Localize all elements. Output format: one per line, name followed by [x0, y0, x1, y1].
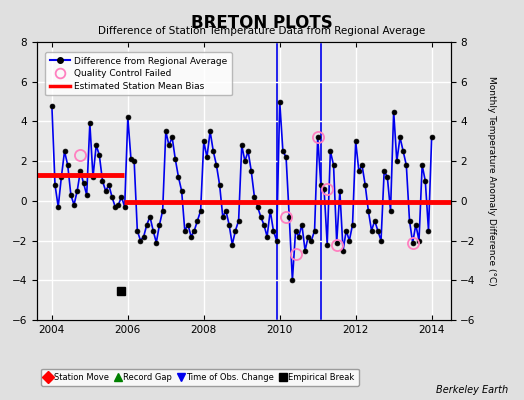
Text: Difference of Station Temperature Data from Regional Average: Difference of Station Temperature Data f… — [99, 26, 425, 36]
Text: BRETON PLOTS: BRETON PLOTS — [191, 14, 333, 32]
Text: Berkeley Earth: Berkeley Earth — [436, 385, 508, 395]
Legend: Station Move, Record Gap, Time of Obs. Change, Empirical Break: Station Move, Record Gap, Time of Obs. C… — [41, 369, 359, 386]
Y-axis label: Monthly Temperature Anomaly Difference (°C): Monthly Temperature Anomaly Difference (… — [487, 76, 496, 286]
